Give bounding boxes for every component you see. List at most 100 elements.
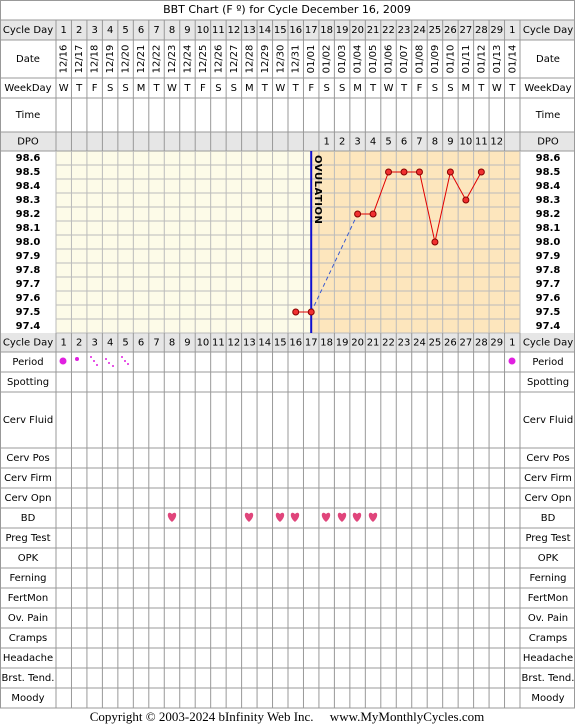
- cycle-day: 27: [459, 25, 472, 36]
- weekday: T: [292, 83, 300, 94]
- row-label: Cycle Day: [3, 25, 53, 36]
- row-label: Cramps: [529, 633, 568, 644]
- row-label: WeekDay: [4, 83, 51, 94]
- date: 12/22: [152, 45, 163, 74]
- date: 01/05: [368, 45, 379, 74]
- cycle-day: 15: [274, 338, 287, 349]
- weekday: T: [508, 83, 516, 94]
- weekday: F: [200, 83, 206, 94]
- y-tick-label: 98.6: [16, 153, 41, 164]
- dpo: 11: [475, 137, 488, 148]
- cycle-day: 14: [258, 25, 271, 36]
- dpo: 3: [354, 137, 360, 148]
- dpo: 4: [370, 137, 376, 148]
- cycle-day: 16: [289, 338, 302, 349]
- spot-dot: [121, 356, 123, 358]
- weekday: S: [339, 83, 345, 94]
- spot-dot: [90, 356, 92, 358]
- cycle-day: 29: [490, 338, 503, 349]
- date: 01/09: [430, 45, 441, 74]
- row-label: Time: [15, 110, 40, 121]
- y-tick-label: 97.7: [536, 279, 561, 290]
- row-label: Headache: [523, 653, 573, 664]
- temperature-point: [477, 168, 485, 176]
- chart-title: BBT Chart (F º) for Cycle December 16, 2…: [163, 3, 411, 16]
- y-tick-label: 98.1: [536, 223, 561, 234]
- weekday: W: [275, 83, 285, 94]
- bd-heart: [290, 512, 300, 522]
- cycle-day: 23: [398, 338, 411, 349]
- dpo: 2: [339, 137, 345, 148]
- weekday: S: [107, 83, 113, 94]
- weekday: S: [122, 83, 128, 94]
- y-tick-label: 98.3: [536, 195, 561, 206]
- cycle-day: 10: [197, 25, 210, 36]
- weekday: W: [167, 83, 177, 94]
- row-label: Moody: [531, 693, 564, 704]
- date: 01/12: [476, 45, 487, 74]
- row-label: Cramps: [9, 633, 48, 644]
- bd-heart: [337, 512, 347, 522]
- spot-dot: [108, 362, 110, 364]
- weekday: T: [75, 83, 83, 94]
- cycle-day: 12: [227, 338, 240, 349]
- cycle-day: 11: [212, 25, 225, 36]
- row-label: Cerv Pos: [526, 453, 569, 464]
- row-label: FertMon: [8, 593, 48, 604]
- date: 12/28: [244, 45, 255, 74]
- dpo: 10: [459, 137, 472, 148]
- row-label: OPK: [538, 553, 559, 564]
- cycle-day: 23: [398, 25, 411, 36]
- y-tick-label: 97.4: [16, 321, 41, 332]
- dpo: 6: [401, 137, 407, 148]
- temperature-point: [431, 238, 439, 246]
- date: 12/19: [105, 45, 116, 74]
- cycle-day: 28: [475, 338, 488, 349]
- row-label: Cerv Firm: [524, 473, 572, 484]
- bd-heart: [167, 512, 177, 522]
- copyright: Copyright © 2003-2024 bInfinity Web Inc.…: [90, 709, 484, 724]
- temperature-point: [400, 168, 408, 176]
- cycle-day: 15: [274, 25, 287, 36]
- date: 01/02: [322, 45, 333, 74]
- bd-heart: [352, 512, 362, 522]
- weekday: S: [231, 83, 237, 94]
- cycle-day: 24: [413, 338, 426, 349]
- row-label: Ferning: [9, 573, 46, 584]
- y-tick-label: 97.9: [536, 251, 561, 262]
- weekday: S: [447, 83, 453, 94]
- row-label: Period: [532, 357, 563, 368]
- weekday: T: [400, 83, 408, 94]
- row-label: Ferning: [529, 573, 566, 584]
- ovulation-label: OVULATION: [312, 155, 323, 224]
- row-label: Preg Test: [525, 533, 570, 544]
- bd-heart: [321, 512, 331, 522]
- post-ovulation-zone: [311, 151, 520, 333]
- weekday: T: [477, 83, 485, 94]
- date: 12/26: [213, 45, 224, 74]
- dpo: 9: [447, 137, 453, 148]
- temperature-point: [354, 210, 362, 218]
- row-label: Cerv Opn: [525, 493, 572, 504]
- cycle-day: 20: [351, 25, 364, 36]
- date: 01/08: [414, 45, 425, 74]
- y-tick-label: 97.5: [16, 307, 41, 318]
- y-tick-label: 97.4: [536, 321, 561, 332]
- cycle-day: 3: [91, 25, 97, 36]
- cycle-day: 7: [153, 25, 159, 36]
- y-tick-label: 98.2: [536, 209, 561, 220]
- row-label: DPO: [17, 137, 39, 148]
- row-label: Spotting: [527, 377, 569, 388]
- cycle-day: 29: [490, 25, 503, 36]
- date: 01/11: [461, 45, 472, 74]
- spot-dot: [112, 365, 114, 367]
- cycle-day: 17: [305, 338, 318, 349]
- cycle-day: 24: [413, 25, 426, 36]
- weekday: M: [137, 83, 146, 94]
- cycle-day: 2: [76, 338, 82, 349]
- cycle-day: 1: [509, 338, 515, 349]
- cycle-day: 1: [61, 25, 67, 36]
- dpo: 12: [490, 137, 503, 148]
- weekday: F: [92, 83, 98, 94]
